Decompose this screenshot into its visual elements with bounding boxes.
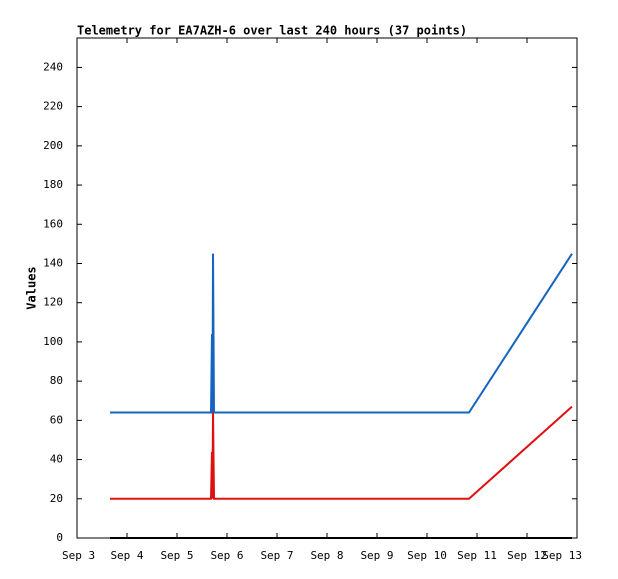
- x-tick-label: Sep 11: [457, 549, 497, 562]
- y-tick-label: 220: [43, 100, 63, 113]
- x-tick-label: Sep 3: [62, 549, 95, 562]
- y-tick-label: 80: [50, 374, 63, 387]
- y-tick-label: 240: [43, 60, 63, 73]
- x-tick-label: Sep 10: [407, 549, 447, 562]
- y-tick-label: 200: [43, 139, 63, 152]
- chart-title: Telemetry for EA7AZH-6 over last 240 hou…: [77, 24, 467, 38]
- y-tick-label: 0: [56, 531, 63, 544]
- x-tick-label: Sep 12: [507, 549, 547, 562]
- y-tick-label: 20: [50, 492, 63, 505]
- x-tick-label: Sep 6: [210, 549, 243, 562]
- x-tick-label: Sep 7: [260, 549, 293, 562]
- y-axis-label: Values: [25, 266, 39, 309]
- x-tick-label: Sep 9: [360, 549, 393, 562]
- y-tick-label: 120: [43, 296, 63, 309]
- x-tick-label: Sep 5: [160, 549, 193, 562]
- y-tick-label: 180: [43, 178, 63, 191]
- x-tick-label: Sep 4: [110, 549, 143, 562]
- y-tick-label: 100: [43, 335, 63, 348]
- y-tick-label: 140: [43, 256, 63, 269]
- x-tick-label: Sep 8: [310, 549, 343, 562]
- plot-frame: [76, 37, 578, 539]
- y-tick-label: 60: [50, 413, 63, 426]
- y-tick-label: 40: [50, 453, 63, 466]
- line-series: [110, 405, 573, 500]
- x-tick-label: Sep 13: [542, 549, 582, 562]
- line-series: [110, 253, 573, 414]
- y-tick-label: 160: [43, 217, 63, 230]
